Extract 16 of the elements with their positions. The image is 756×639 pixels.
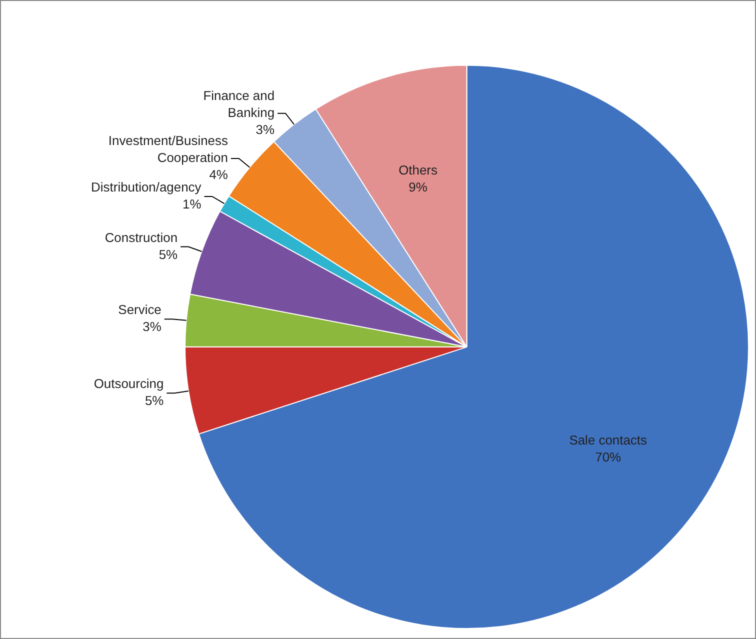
data-label: 70% bbox=[595, 450, 622, 465]
data-label: 3% bbox=[256, 122, 276, 137]
data-label: 3% bbox=[142, 319, 162, 334]
slice-label: Finance and Banking bbox=[203, 88, 275, 120]
slice-label: Outsourcing bbox=[94, 376, 164, 392]
slice-label: Distribution/agency bbox=[91, 180, 202, 195]
data-label: 9% bbox=[408, 179, 428, 194]
slice-label: Sale contacts bbox=[569, 432, 648, 448]
data-label: 1% bbox=[182, 196, 202, 212]
data-label: 5% bbox=[144, 393, 164, 408]
data-label: 4% bbox=[209, 167, 228, 182]
slice-label: Construction bbox=[104, 230, 178, 245]
slice-label: Investment/Business Cooperation bbox=[108, 133, 228, 166]
data-label: 5% bbox=[158, 246, 178, 262]
slice-label: Service bbox=[118, 302, 162, 318]
slice-label: Others bbox=[398, 162, 438, 178]
